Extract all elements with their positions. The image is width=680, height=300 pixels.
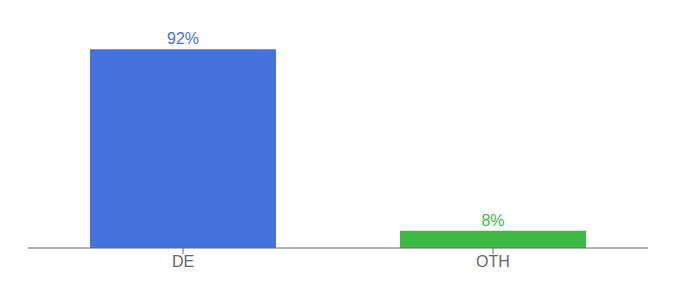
- svg-text:OTH: OTH: [476, 253, 510, 270]
- svg-text:92%: 92%: [167, 30, 199, 47]
- svg-text:8%: 8%: [481, 212, 504, 229]
- svg-text:DE: DE: [172, 253, 194, 270]
